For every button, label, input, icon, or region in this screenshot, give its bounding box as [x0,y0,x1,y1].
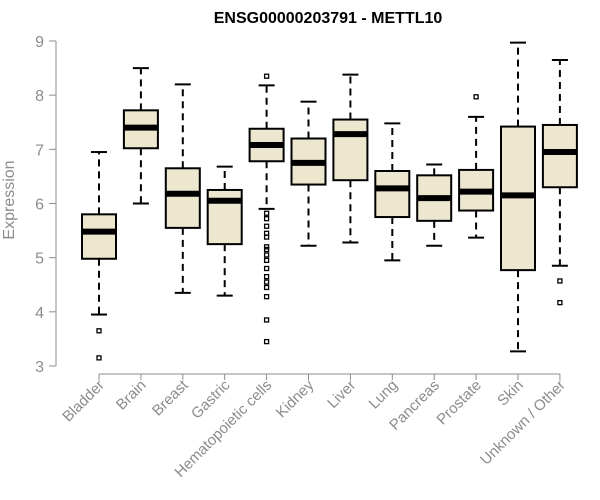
box-group [332,73,369,244]
x-tick-label: Breast [149,376,192,419]
box-iqr [374,170,411,219]
outlier-point [96,328,102,334]
y-tick-label: 5 [35,251,44,268]
x-tick-label: Brain [113,377,150,414]
y-tick-label: 7 [35,142,44,159]
box-group [458,94,495,239]
box-iqr [164,167,201,229]
outlier-point [263,234,270,240]
x-tick-label: Skin [494,377,527,410]
box-group [81,151,117,361]
outlier-point [263,338,270,345]
outlier-point [263,265,270,272]
outlier-point [557,278,563,284]
x-tick-label: Prostate [433,377,485,429]
outlier-point [263,210,270,216]
box-group [541,58,578,306]
x-tick-label: Liver [324,377,359,412]
outlier-point [263,216,270,222]
outlier-point [263,294,270,300]
box-series [81,41,578,361]
chart-title: ENSG00000203791 - METTL10 [214,10,443,27]
box-group [206,165,243,297]
y-tick-label: 4 [35,305,44,322]
outlier-point [263,73,270,79]
box-group [164,83,201,294]
x-tick-label: Lung [366,377,402,413]
box-iqr [81,213,117,260]
y-axis: 3 4 5 6 7 8 9 [35,34,57,376]
outlier-point [263,244,270,250]
outlier-point [263,246,270,253]
box-iqr [332,118,369,182]
outlier-point [263,223,270,229]
box-group [248,73,285,345]
outlier-point [557,299,563,306]
outlier-point [263,252,270,258]
box-group [416,163,453,247]
box-iqr [541,123,578,189]
y-axis-label: Expression [1,160,18,239]
outlier-point [263,257,270,264]
x-tick-label: Kidney [273,376,318,421]
box-group [290,100,327,247]
box-group [500,41,536,353]
box-group [374,122,411,262]
outlier-point [263,284,270,291]
y-tick-label: 9 [35,34,44,51]
y-tick-label: 8 [35,88,44,105]
x-tick-label: Bladder [59,377,108,426]
box-group [122,67,159,205]
outlier-point [263,279,270,285]
y-tick-label: 3 [35,359,44,376]
outlier-point [473,94,479,100]
outlier-point [96,355,102,361]
y-tick-label: 6 [35,197,44,214]
outlier-point [263,273,270,280]
outlier-point [263,317,270,323]
